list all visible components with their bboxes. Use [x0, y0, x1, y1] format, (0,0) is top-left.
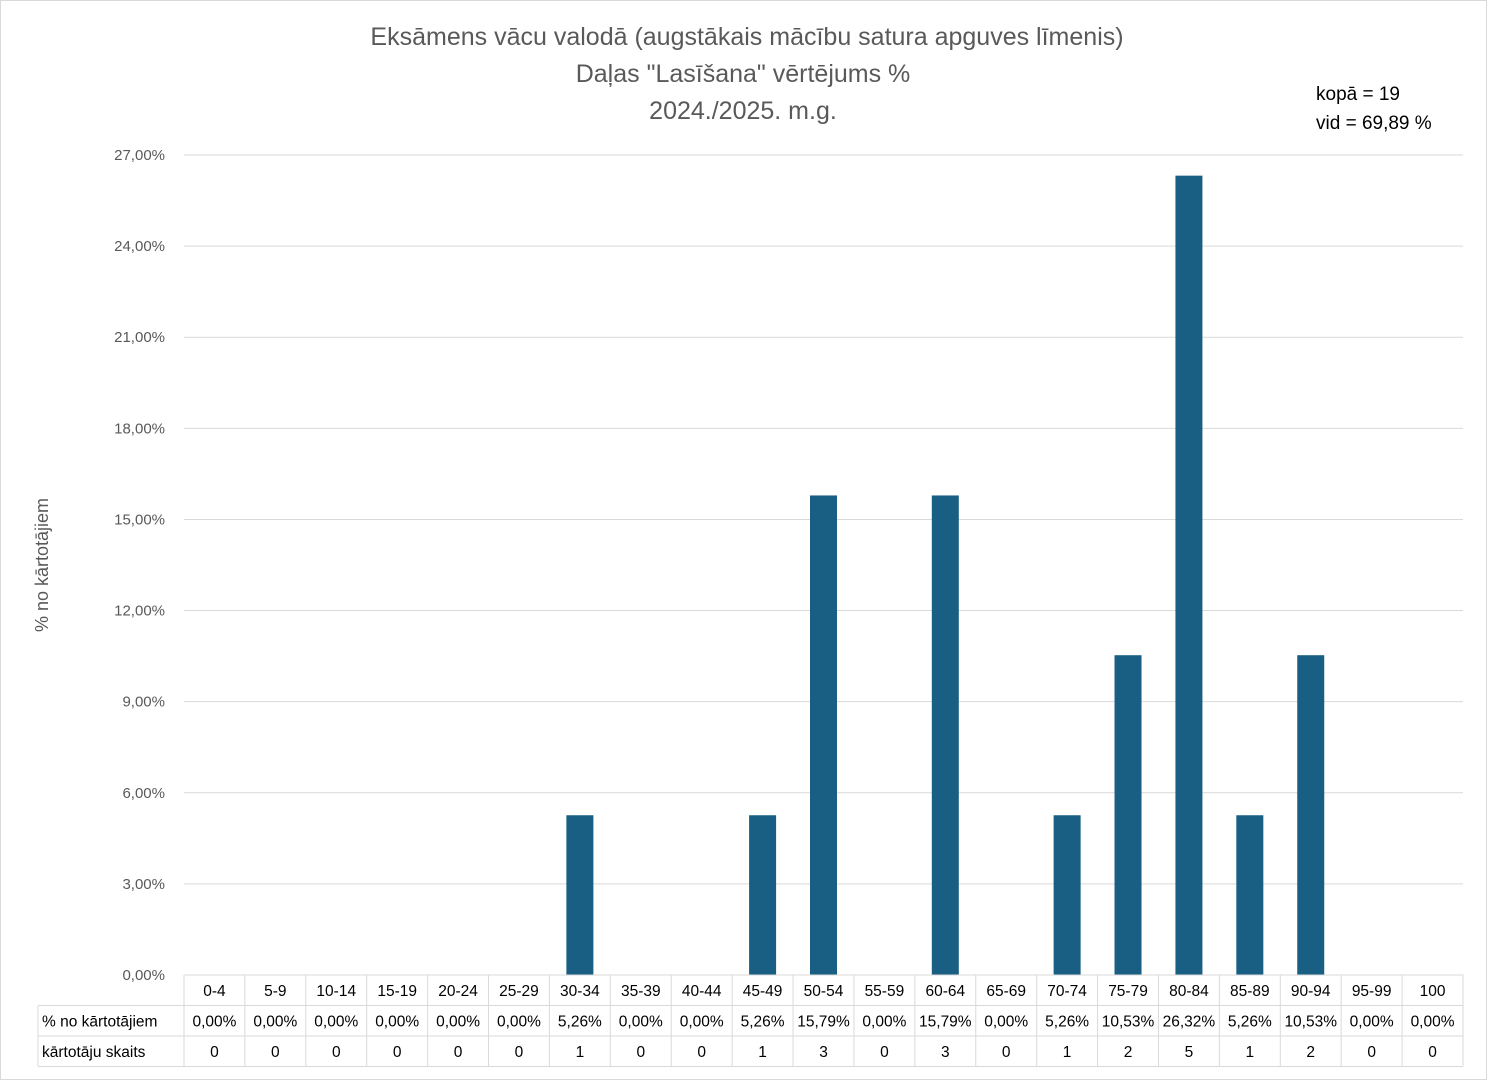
table-cell: 5,26% [741, 1014, 785, 1031]
data-table: 0-4 5-9 10-14 15-19 20-24 25-29 30-34 35-39 40-4… [37, 974, 1464, 1067]
table-cell: 3 [819, 1044, 828, 1061]
table-cell: 1 [1246, 1044, 1255, 1061]
table-cell: 0,00% [192, 1014, 236, 1031]
x-tick-label: 100 [1420, 983, 1446, 1000]
y-tick-label: 27,00% [114, 147, 165, 164]
table-cell: 10,53% [1102, 1014, 1155, 1031]
table-cell: 0,00% [1411, 1014, 1455, 1031]
table-cell: 0,00% [375, 1014, 419, 1031]
table-cell: 0 [332, 1044, 341, 1061]
x-tick-label: 10-14 [316, 983, 356, 1000]
table-cell: 0 [697, 1044, 706, 1061]
table-cell: 0,00% [436, 1014, 480, 1031]
table-cell: 0 [636, 1044, 645, 1061]
bar-80-84 [1175, 175, 1203, 975]
x-tick-label: 0-4 [203, 983, 226, 1000]
bar-60-64 [931, 495, 959, 975]
bar-85-89 [1236, 815, 1264, 975]
table-row-header: % no kārtotājiem [42, 1014, 157, 1031]
y-tick-label: 15,00% [114, 511, 165, 528]
table-cell: 0,00% [619, 1014, 663, 1031]
total-count-note: kopā = 19 [1316, 84, 1400, 105]
bar-90-94 [1297, 655, 1325, 975]
table-cell: 1 [1063, 1044, 1072, 1061]
x-tick-label: 45-49 [743, 983, 783, 1000]
y-tick-label: 6,00% [122, 785, 165, 802]
x-tick-label: 65-69 [986, 983, 1026, 1000]
table-row-header: kārtotāju skaits [42, 1044, 146, 1061]
table-cell: 0,00% [253, 1014, 297, 1031]
table-cell: 10,53% [1284, 1014, 1337, 1031]
y-tick-label: 12,00% [114, 603, 165, 620]
table-cell: 0 [880, 1044, 889, 1061]
table-cell: 0 [393, 1044, 402, 1061]
x-tick-label: 70-74 [1047, 983, 1087, 1000]
y-tick-label: 9,00% [122, 694, 165, 711]
x-tick-label: 30-34 [560, 983, 600, 1000]
table-cell: 15,79% [919, 1014, 972, 1031]
x-tick-label: 75-79 [1108, 983, 1148, 1000]
x-tick-label: 85-89 [1230, 983, 1270, 1000]
table-cell: 5,26% [1045, 1014, 1089, 1031]
table-cell: 0 [1002, 1044, 1011, 1061]
table-cell: 0 [1367, 1044, 1376, 1061]
x-tick-label: 95-99 [1352, 983, 1392, 1000]
y-axis-label: % no kārtotājiem [32, 498, 52, 632]
average-note: vid = 69,89 % [1316, 113, 1432, 134]
table-cell: 1 [576, 1044, 585, 1061]
x-tick-label: 60-64 [925, 983, 965, 1000]
bar-30-34 [566, 815, 594, 975]
table-cell: 0 [271, 1044, 280, 1061]
y-tick-label: 3,00% [122, 876, 165, 893]
bar-45-49 [749, 815, 777, 975]
x-tick-label: 15-19 [377, 983, 417, 1000]
x-tick-label: 90-94 [1291, 983, 1331, 1000]
table-cell: 5 [1185, 1044, 1194, 1061]
y-tick-label: 24,00% [114, 238, 165, 255]
table-cell: 0 [210, 1044, 219, 1061]
x-tick-label: 35-39 [621, 983, 661, 1000]
table-cell: 2 [1124, 1044, 1133, 1061]
table-cell: 0,00% [862, 1014, 906, 1031]
table-cell: 3 [941, 1044, 950, 1061]
x-tick-label: 25-29 [499, 983, 539, 1000]
table-cell: 0 [1428, 1044, 1437, 1061]
chart-title-line-3: 2024./2025. m.g. [649, 97, 837, 125]
table-cell: 0,00% [314, 1014, 358, 1031]
summary-note: kopā = 19 vid = 69,89 % [1316, 84, 1432, 134]
x-tick-label: 50-54 [804, 983, 844, 1000]
x-tick-label: 80-84 [1169, 983, 1209, 1000]
y-tick-label: 18,00% [114, 420, 165, 437]
table-cell: 0,00% [984, 1014, 1028, 1031]
x-tick-label: 55-59 [865, 983, 905, 1000]
x-tick-label: 20-24 [438, 983, 478, 1000]
y-tick-label: 21,00% [114, 329, 165, 346]
chart-title-line-2: Daļas "Lasīšana" vērtējums % [576, 60, 911, 88]
chart-title-line-1: Eksāmens vācu valodā (augstākais mācību … [370, 23, 1123, 51]
table-cell: 0 [454, 1044, 463, 1061]
x-tick-label: 40-44 [682, 983, 722, 1000]
y-axis-ticks: 0,00% 3,00% 6,00% 9,00% 12,00% 15,00% 18,00% 21… [114, 147, 165, 984]
table-cell: 0,00% [1350, 1014, 1394, 1031]
table-cell: 5,26% [1228, 1014, 1272, 1031]
table-cell: 0,00% [497, 1014, 541, 1031]
table-cell: 0 [515, 1044, 524, 1061]
table-cell: 2 [1306, 1044, 1315, 1061]
y-tick-label: 0,00% [122, 967, 165, 984]
table-cell: 0,00% [680, 1014, 724, 1031]
bar-50-54 [810, 495, 837, 975]
x-tick-label: 5-9 [264, 983, 286, 1000]
bar-75-79 [1114, 655, 1142, 975]
table-cell: 26,32% [1163, 1014, 1216, 1031]
chart-title: Eksāmens vācu valodā (augstākais mācību … [370, 23, 1123, 125]
bars [566, 175, 1325, 975]
table-cell: 1 [758, 1044, 767, 1061]
bar-70-74 [1053, 815, 1081, 975]
table-cell: 15,79% [797, 1014, 850, 1031]
table-cell: 5,26% [558, 1014, 602, 1031]
